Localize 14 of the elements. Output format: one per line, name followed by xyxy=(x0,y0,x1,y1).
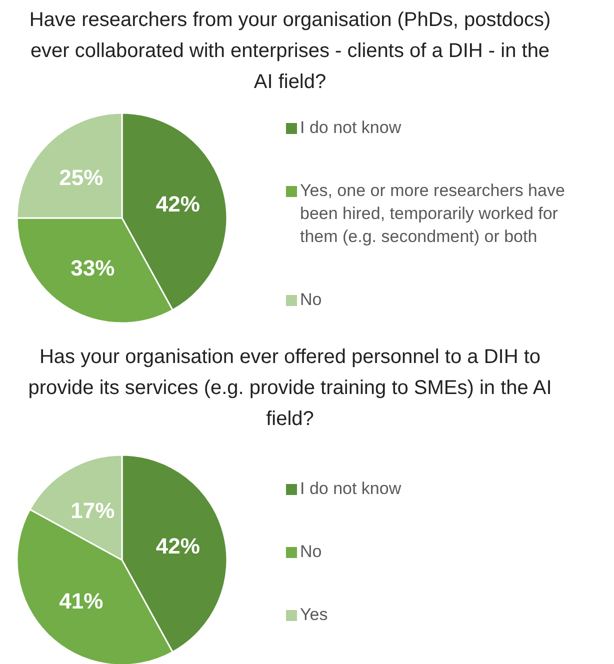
data-label: 25% xyxy=(59,164,104,190)
chart-title: Has your organisation ever offered personnel to a DIH to provide its services (e.g. provide training to SMEs) in the AI field? xyxy=(28,346,552,430)
data-label: 33% xyxy=(70,255,115,280)
legend-label: I do not know xyxy=(300,479,402,498)
data-label: 41% xyxy=(59,588,104,614)
chart-title: Have researchers from your organisation (PhDs, postdocs) ever collaborated with enterprises - clients of a DIH - in the AI field? xyxy=(29,9,551,93)
legend-label: I do not know xyxy=(300,118,402,137)
legend-label: Yes xyxy=(300,605,328,624)
data-label: 42% xyxy=(156,533,200,558)
legend-label: Yes, one or more researchers have been hired, temporarily worked for them (e.g. secondment) or both xyxy=(300,181,565,246)
legend-label: No xyxy=(300,290,322,309)
legend-label: No xyxy=(300,542,322,561)
data-label: 42% xyxy=(156,191,200,216)
data-label: 17% xyxy=(70,498,115,523)
